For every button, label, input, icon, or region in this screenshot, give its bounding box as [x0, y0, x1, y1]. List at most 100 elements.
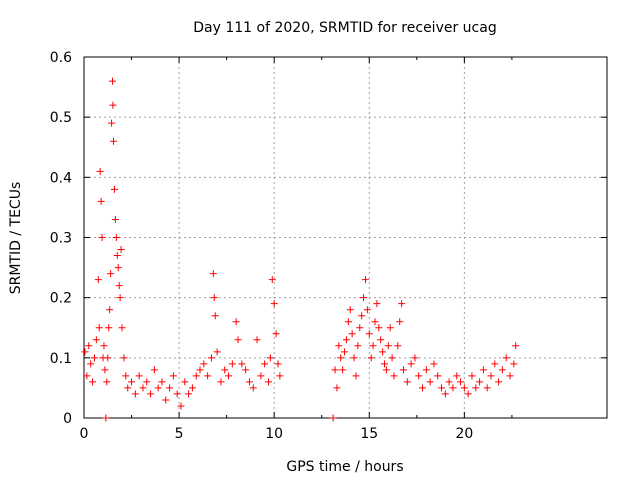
- data-point: [379, 348, 387, 356]
- data-point: [472, 384, 480, 392]
- data-point: [441, 390, 449, 398]
- data-point: [188, 384, 196, 392]
- data-point: [457, 378, 465, 386]
- data-point: [377, 336, 385, 344]
- data-point: [445, 378, 453, 386]
- data-point: [211, 312, 219, 320]
- data-point: [342, 336, 350, 344]
- data-point: [257, 372, 265, 380]
- data-point: [89, 378, 97, 386]
- data-point: [234, 336, 242, 344]
- data-point: [375, 324, 383, 332]
- data-point: [449, 384, 457, 392]
- data-point: [109, 101, 117, 109]
- x-tick-label: 20: [455, 426, 473, 442]
- data-point: [361, 276, 369, 284]
- data-point: [213, 348, 221, 356]
- data-point: [115, 282, 123, 290]
- ticks: [83, 56, 607, 419]
- data-point: [108, 119, 116, 127]
- data-point: [386, 324, 394, 332]
- data-point: [101, 366, 109, 374]
- data-point: [192, 372, 200, 380]
- data-point: [276, 372, 284, 380]
- y-tick-label: 0.6: [50, 50, 72, 66]
- data-point: [245, 378, 253, 386]
- y-axis-label: SRMTID / TECUs: [8, 182, 24, 295]
- data-point: [225, 372, 233, 380]
- data-point: [124, 384, 132, 392]
- data-point: [415, 372, 423, 380]
- data-point: [348, 330, 356, 338]
- data-point: [352, 372, 360, 380]
- data-point: [344, 318, 352, 326]
- data-point: [502, 354, 510, 362]
- data-point: [430, 360, 438, 368]
- data-point: [185, 390, 193, 398]
- data-point: [209, 270, 217, 278]
- data-point: [495, 378, 503, 386]
- data-point: [100, 342, 108, 350]
- data-point: [422, 366, 430, 374]
- data-point: [105, 324, 113, 332]
- data-point: [358, 312, 366, 320]
- data-point: [128, 378, 136, 386]
- y-tick-label: 0.5: [50, 110, 72, 126]
- grid: [84, 57, 607, 418]
- data-point: [464, 390, 472, 398]
- data-point: [158, 378, 166, 386]
- data-point: [341, 348, 349, 356]
- data-point: [90, 354, 98, 362]
- data-point: [109, 77, 117, 85]
- data-point: [143, 378, 151, 386]
- data-point: [131, 390, 139, 398]
- data-point: [104, 354, 112, 362]
- data-point: [270, 300, 278, 308]
- x-tick-label: 0: [80, 426, 89, 442]
- data-point: [268, 276, 276, 284]
- data-point: [147, 390, 155, 398]
- data-point: [232, 318, 240, 326]
- data-point: [335, 342, 343, 350]
- data-point: [396, 318, 404, 326]
- data-point: [487, 372, 495, 380]
- data-point: [266, 354, 274, 362]
- data-point: [398, 300, 406, 308]
- data-point: [150, 366, 158, 374]
- data-point: [453, 372, 461, 380]
- data-point: [253, 336, 261, 344]
- data-point: [354, 342, 362, 350]
- data-point: [110, 185, 118, 193]
- data-point: [460, 384, 468, 392]
- data-point: [360, 294, 368, 302]
- tick-labels: 0 5 10 15 20 0 0.1 0.2 0.3 0.4 0.5 0.6: [50, 50, 474, 442]
- data-point: [120, 354, 128, 362]
- data-points: [81, 77, 520, 422]
- data-point: [242, 366, 250, 374]
- data-point: [98, 234, 106, 241]
- y-tick-label: 0.1: [50, 351, 72, 367]
- data-point: [363, 306, 371, 314]
- data-point: [264, 378, 272, 386]
- y-tick-label: 0.2: [50, 291, 72, 307]
- data-point: [87, 360, 95, 368]
- data-point: [238, 360, 246, 368]
- x-tick-label: 15: [360, 426, 378, 442]
- data-point: [390, 372, 398, 380]
- data-point: [479, 366, 487, 374]
- x-axis-label: GPS time / hours: [286, 459, 403, 475]
- data-point: [162, 396, 170, 404]
- data-point: [113, 252, 121, 260]
- data-point: [103, 378, 111, 386]
- data-point: [510, 360, 518, 368]
- data-point: [350, 354, 358, 362]
- data-point: [367, 354, 375, 362]
- data-point: [356, 324, 364, 332]
- data-point: [483, 384, 491, 392]
- data-point: [210, 294, 218, 302]
- data-point: [491, 360, 499, 368]
- data-point: [81, 348, 89, 356]
- data-point: [102, 414, 110, 422]
- data-point: [388, 354, 396, 362]
